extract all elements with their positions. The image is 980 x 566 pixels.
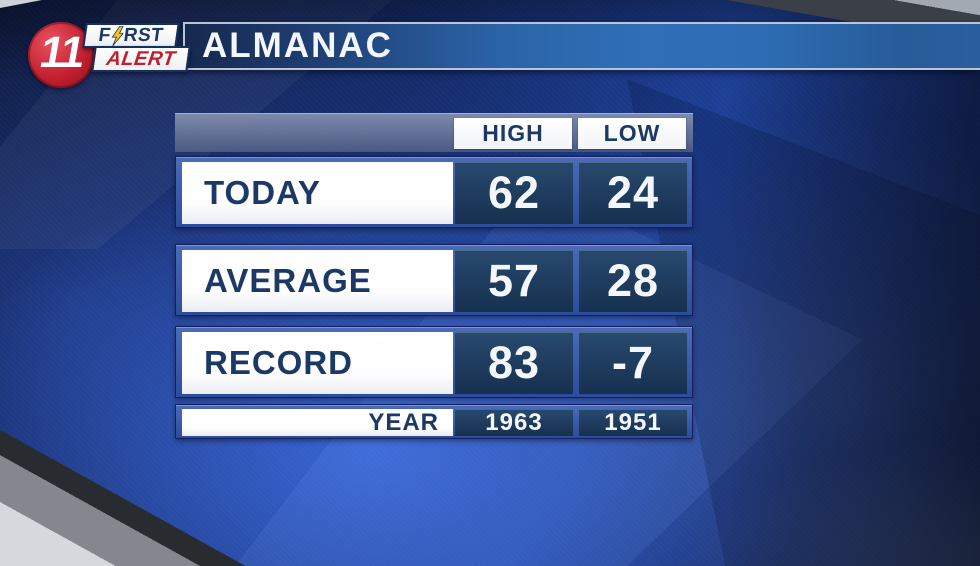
station-logo-circle: 11	[28, 22, 94, 88]
lightning-bolt-icon	[111, 25, 124, 46]
first-badge-text-right: RST	[122, 25, 165, 46]
corner-sliver-top-left	[0, 0, 42, 8]
column-header-high: HIGH	[454, 118, 572, 149]
record-low-year: 1951	[579, 409, 687, 436]
table-row-today: TODAY 62 24	[175, 156, 693, 228]
table-row-average: AVERAGE 57 28	[175, 244, 693, 316]
first-badge: F RST	[82, 23, 180, 48]
almanac-table: HIGH LOW TODAY 62 24 AVERAGE 57 28 RECOR…	[175, 113, 693, 439]
row-label: AVERAGE	[182, 250, 453, 312]
row-label: YEAR	[182, 409, 453, 436]
record-high-value: 83	[455, 332, 573, 394]
record-low-value: -7	[579, 332, 687, 394]
alert-badge: ALERT	[91, 46, 191, 72]
row-label: TODAY	[182, 162, 453, 224]
today-low-value: 24	[579, 162, 687, 224]
average-high-value: 57	[455, 250, 573, 312]
column-header-low: LOW	[578, 118, 686, 149]
table-row-record: RECORD 83 -7	[175, 326, 693, 398]
today-high-value: 62	[455, 162, 573, 224]
station-number: 11	[35, 28, 88, 77]
station-logo: 11 F RST ALERT	[20, 14, 191, 98]
row-label: RECORD	[182, 332, 453, 394]
average-low-value: 28	[579, 250, 687, 312]
page-title: ALMANAC	[202, 26, 393, 65]
title-bar: ALMANAC	[183, 22, 980, 70]
table-row-year: YEAR 1963 1951	[175, 404, 693, 439]
record-high-year: 1963	[455, 409, 573, 436]
alert-badge-text: ALERT	[105, 48, 177, 70]
column-header-band: HIGH LOW	[175, 113, 693, 152]
